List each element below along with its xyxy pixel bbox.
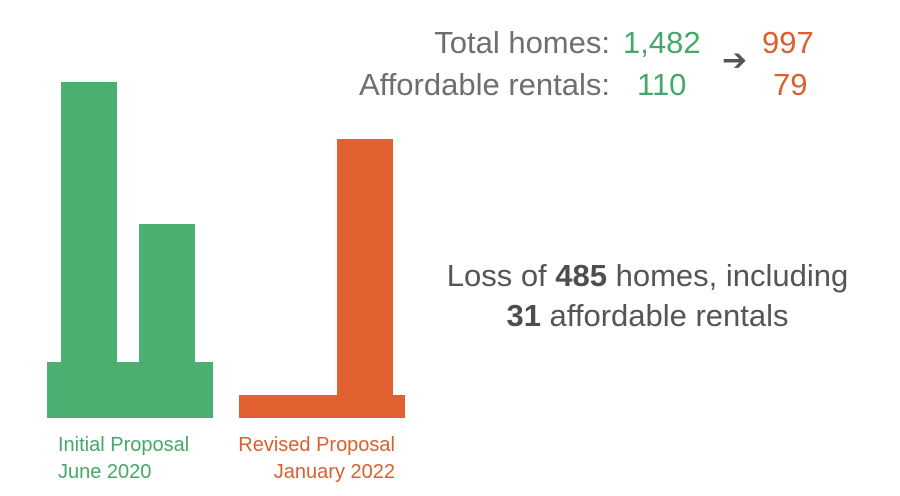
callout-suffix-1: homes, including — [607, 258, 849, 293]
loss-callout: Loss of 485 homes, including 31 affordab… — [405, 256, 890, 336]
revised-proposal-date: January 2022 — [273, 461, 395, 483]
initial-proposal-date: June 2020 — [58, 461, 152, 483]
total-homes-label: Total homes: — [434, 25, 610, 60]
initial-proposal-name: Initial Proposal — [58, 434, 190, 456]
initial-total-homes-bar — [61, 82, 117, 418]
affordable-rentals-before: 110 — [637, 67, 687, 102]
initial-proposal-label: Initial Proposal June 2020 — [58, 432, 189, 486]
callout-line-1: Loss of 485 homes, including — [405, 256, 890, 296]
affordable-rentals-after: 79 — [773, 67, 808, 102]
arrow-right-icon: ➔ — [722, 44, 748, 77]
callout-line-2: 31 affordable rentals — [405, 296, 890, 336]
callout-prefix: Loss of — [446, 258, 556, 293]
total-homes-after: 997 — [762, 25, 814, 60]
total-homes-before: 1,482 — [623, 25, 701, 60]
initial-secondary-bar — [139, 224, 195, 418]
homes-lost-value: 485 — [555, 258, 608, 293]
callout-suffix-2: affordable rentals — [540, 298, 789, 333]
revised-proposal-name: Revised Proposal — [238, 434, 395, 456]
affordable-rentals-label: Affordable rentals: — [358, 67, 610, 102]
revised-total-homes-bar — [337, 139, 393, 418]
revised-proposal-label: Revised Proposal January 2022 — [238, 432, 395, 486]
rentals-lost-value: 31 — [506, 298, 541, 333]
